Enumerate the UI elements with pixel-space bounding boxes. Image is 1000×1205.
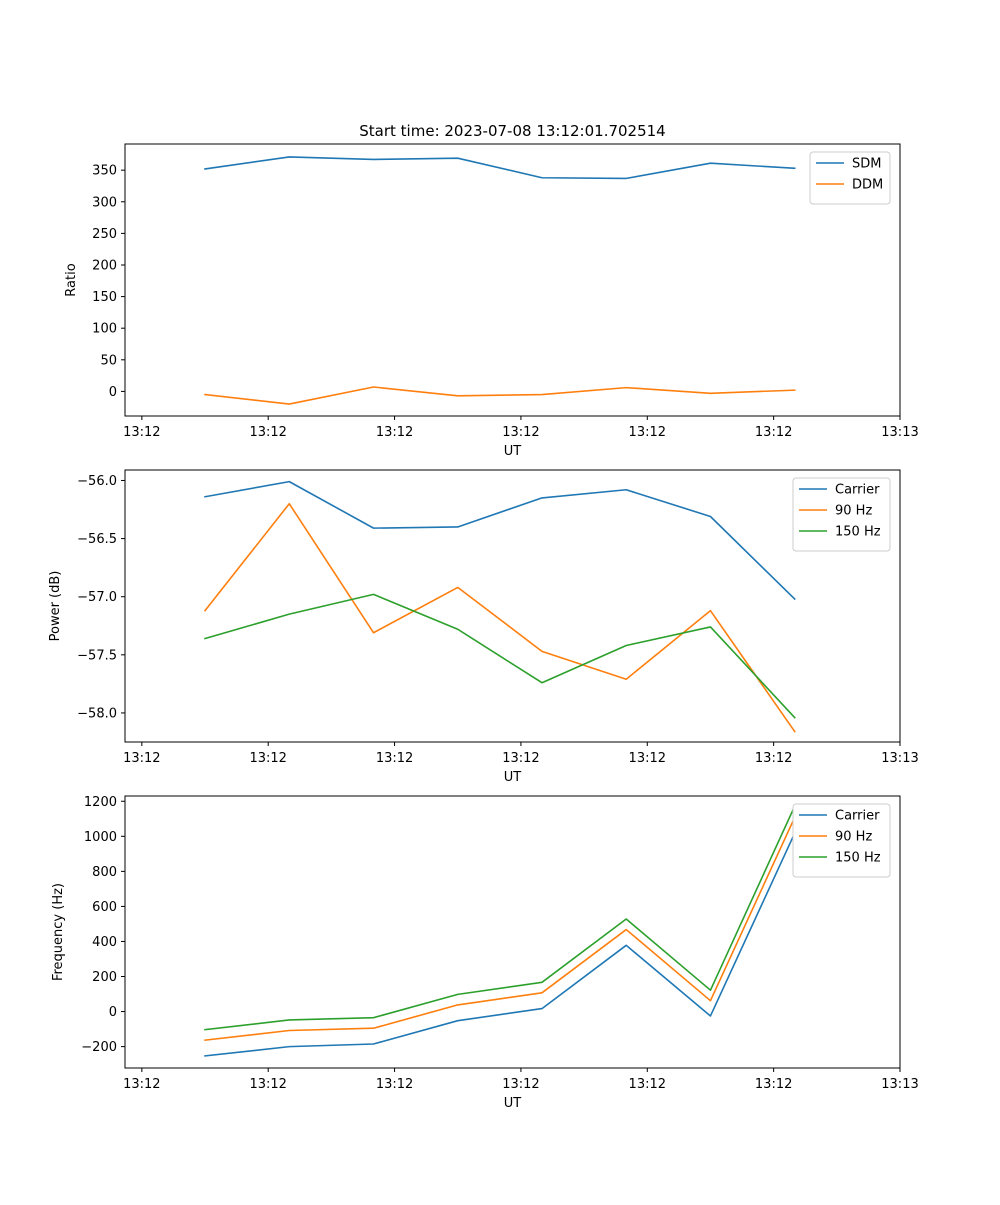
x-axis-label: UT xyxy=(504,444,522,459)
y-tick-label: −56.5 xyxy=(77,532,117,547)
legend: Carrier 90 Hz 150 Hz xyxy=(792,477,891,552)
legend-label: 150 Hz xyxy=(835,525,881,540)
y-axis-label: Power (dB) xyxy=(48,571,63,642)
y-axis-label: Ratio xyxy=(64,263,79,296)
x-tick-label: 13:12 xyxy=(123,1077,160,1092)
y-tick-label: 800 xyxy=(92,865,117,880)
y-tick-label: 200 xyxy=(92,258,117,273)
axes-frame xyxy=(124,143,901,417)
x-tick-label: 13:12 xyxy=(376,1077,413,1092)
legend-label: Carrier xyxy=(835,483,880,498)
x-tick-label: 13:12 xyxy=(755,751,792,766)
axes-frame xyxy=(124,795,901,1069)
x-tick-label: 13:12 xyxy=(629,1077,666,1092)
x-tick-label: 13:12 xyxy=(249,425,286,440)
legend-label: 90 Hz xyxy=(835,830,872,845)
legend: SDM DDM xyxy=(809,151,891,205)
x-tick-label: 13:12 xyxy=(376,751,413,766)
legend: Carrier 90 Hz 150 Hz xyxy=(792,803,891,878)
legend-label: Carrier xyxy=(835,809,880,824)
legend-frame xyxy=(792,803,891,878)
y-tick-label: 50 xyxy=(100,353,117,368)
legend-label: SDM xyxy=(852,157,881,172)
y-tick-label: −57.0 xyxy=(77,590,117,605)
x-tick-label: 13:12 xyxy=(629,425,666,440)
x-tick-label: 13:12 xyxy=(249,1077,286,1092)
x-axis-label: UT xyxy=(504,1096,522,1111)
x-tick-label: 13:12 xyxy=(502,751,539,766)
y-tick-label: 1000 xyxy=(84,830,117,845)
y-tick-label: −200 xyxy=(81,1040,117,1055)
series-line-150-hz xyxy=(204,593,796,719)
series-line-90-hz xyxy=(204,816,796,1042)
y-tick-label: −56.0 xyxy=(77,474,117,489)
x-tick-label: 13:12 xyxy=(123,751,160,766)
legend-label: DDM xyxy=(852,178,883,193)
series-line-150-hz xyxy=(204,805,796,1031)
y-tick-label: −58.0 xyxy=(77,706,117,721)
series-line-carrier xyxy=(204,480,796,601)
y-tick-label: 0 xyxy=(109,385,117,400)
y-tick-label: 600 xyxy=(92,900,117,915)
x-tick-label: 13:13 xyxy=(881,751,918,766)
y-tick-label: 250 xyxy=(92,227,117,242)
x-tick-label: 13:12 xyxy=(376,425,413,440)
axes-frame xyxy=(124,469,901,743)
y-tick-label: 0 xyxy=(109,1005,117,1020)
x-tick-label: 13:12 xyxy=(123,425,160,440)
x-tick-label: 13:12 xyxy=(502,425,539,440)
y-tick-label: 100 xyxy=(92,322,117,337)
y-axis-label: Frequency (Hz) xyxy=(51,883,66,981)
x-axis-label: UT xyxy=(504,770,522,785)
legend-label: 90 Hz xyxy=(835,504,872,519)
y-tick-label: 150 xyxy=(92,290,117,305)
subplot-3: 13:12 13:12 13:12 13:12 13:12 13:12 13:13 −200 0… xyxy=(51,795,919,1111)
series-line-90-hz xyxy=(203,502,796,733)
series-line-ddm xyxy=(204,386,796,405)
y-tick-label: 400 xyxy=(92,935,117,950)
y-tick-label: −57.5 xyxy=(77,648,117,663)
legend-label: 150 Hz xyxy=(835,851,881,866)
y-tick-label: 1200 xyxy=(84,795,117,810)
subplot-2: 13:12 13:12 13:12 13:12 13:12 13:12 13:13 −58.0… xyxy=(48,469,919,785)
x-tick-label: 13:13 xyxy=(881,425,918,440)
subplot-1: 13:12 13:12 13:12 13:12 13:12 13:12 13:13 0 50 10… xyxy=(64,143,919,459)
x-tick-label: 13:12 xyxy=(755,1077,792,1092)
y-tick-label: 300 xyxy=(92,195,117,210)
legend-frame xyxy=(792,477,891,552)
x-tick-label: 13:13 xyxy=(881,1077,918,1092)
y-tick-label: 350 xyxy=(92,164,117,179)
x-tick-label: 13:12 xyxy=(249,751,286,766)
chart-title: Start time: 2023-07-08 13:12:01.702514 xyxy=(359,122,665,140)
legend-frame xyxy=(809,151,891,205)
y-tick-label: 200 xyxy=(92,970,117,985)
x-tick-label: 13:12 xyxy=(755,425,792,440)
x-tick-label: 13:12 xyxy=(502,1077,539,1092)
x-tick-label: 13:12 xyxy=(629,751,666,766)
series-line-sdm xyxy=(204,156,796,180)
series-line-carrier xyxy=(204,832,796,1057)
